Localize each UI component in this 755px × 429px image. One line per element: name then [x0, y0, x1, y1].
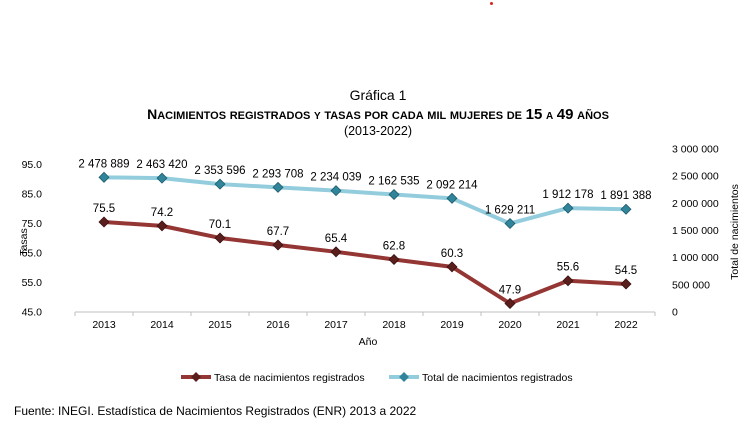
x-tick-label: 2019: [440, 319, 464, 331]
total-data-point: [388, 188, 400, 201]
tasa-data-label: 65.4: [325, 233, 348, 245]
total-data-label: 1 891 388: [600, 190, 651, 202]
tasa-data-label: 47.9: [499, 284, 521, 296]
y-right-tick-label: 500 000: [672, 279, 710, 291]
total-data-point: [562, 202, 574, 214]
y-left-tick-label: 75.0: [22, 218, 43, 230]
total-data-label: 2 478 889: [78, 158, 129, 170]
legend-total-swatch-marker: [399, 372, 409, 382]
tasa-data-label: 70.1: [209, 219, 231, 231]
tasa-series-line: [103, 220, 627, 306]
total-data-point: [620, 203, 632, 215]
total-data-label: 2 463 420: [136, 159, 187, 171]
tasa-data-point: [272, 239, 284, 251]
x-tick-label: 2022: [614, 319, 638, 331]
tasa-data-label: 62.8: [383, 240, 405, 252]
chart-title: Gráfica 1: [350, 87, 407, 103]
red-marker-dot: [490, 2, 493, 5]
total-data-point: [504, 217, 516, 229]
tasa-data-label: 75.5: [93, 203, 115, 215]
total-data-label: 2 162 535: [368, 176, 419, 188]
tasa-data-point: [562, 275, 574, 287]
source-note: Fuente: INEGI. Estadística de Nacimiento…: [14, 404, 417, 418]
total-data-label: 2 353 596: [194, 165, 245, 177]
tasa-data-label: 55.6: [557, 262, 579, 274]
y-left-tick-label: 65.0: [22, 248, 43, 260]
y-axis-right-label: Total de nacimientos: [729, 184, 741, 280]
y-right-tick-label: 1 500 000: [672, 225, 719, 237]
x-axis-label: Año: [359, 336, 378, 348]
total-data-label: 1 629 211: [485, 204, 535, 216]
tasa-data-point: [620, 278, 632, 290]
total-data-point: [272, 181, 284, 193]
y-left-tick-label: 85.0: [22, 189, 43, 201]
tasa-data-label: 60.3: [441, 248, 463, 260]
tasa-data-point: [330, 246, 342, 258]
tasa-data-label: 74.2: [151, 207, 173, 219]
legend-tasa-label: Tasa de nacimientos registrados: [214, 372, 365, 384]
y-right-tick-label: 0: [672, 307, 678, 319]
y-right-tick-label: 3 000 000: [672, 144, 719, 156]
y-left-tick-label: 95.0: [22, 159, 43, 171]
total-data-point: [446, 192, 458, 204]
total-data-label: 2 092 214: [426, 179, 478, 191]
x-tick-label: 2016: [266, 319, 290, 331]
total-data-point: [98, 171, 110, 183]
total-data-point: [156, 172, 168, 184]
x-tick-label: 2020: [498, 319, 522, 331]
total-data-label: 2 234 039: [310, 172, 361, 184]
legend-total-label: Total de nacimientos registrados: [422, 372, 573, 384]
x-tick-label: 2015: [208, 319, 232, 331]
total-data-label: 1 912 178: [542, 189, 593, 201]
tasa-data-label: 54.5: [615, 265, 637, 277]
total-data-label: 2 293 708: [252, 168, 303, 180]
x-tick-label: 2017: [324, 319, 348, 331]
tasa-data-point: [98, 216, 110, 228]
total-data-point: [330, 185, 342, 197]
tasa-data-point: [504, 297, 516, 309]
tasa-data-point: [214, 232, 226, 244]
y-right-tick-label: 2 500 000: [672, 171, 719, 183]
total-series-line: [103, 175, 627, 226]
tasa-data-label: 67.7: [267, 226, 289, 238]
tasa-data-point: [446, 261, 458, 273]
x-tick-label: 2014: [150, 319, 174, 331]
tasa-data-point: [156, 220, 168, 232]
y-right-tick-label: 1 000 000: [672, 252, 719, 264]
y-axis-left-label: Tasas: [18, 228, 30, 255]
chart-subtitle: NACIMIENTOS REGISTRADOS Y TASAS POR CADA…: [147, 106, 609, 123]
legend-tasa-swatch-marker: [191, 372, 201, 382]
y-left-tick-label: 55.0: [22, 277, 43, 289]
y-left-tick-label: 45.0: [22, 307, 43, 319]
y-right-tick-label: 2 000 000: [672, 198, 719, 210]
total-data-point: [214, 178, 226, 190]
x-tick-label: 2013: [92, 319, 116, 331]
x-tick-label: 2021: [556, 319, 580, 331]
tasa-data-point: [388, 253, 400, 266]
x-tick-label: 2018: [382, 319, 406, 331]
chart-period: (2013-2022): [344, 124, 412, 138]
